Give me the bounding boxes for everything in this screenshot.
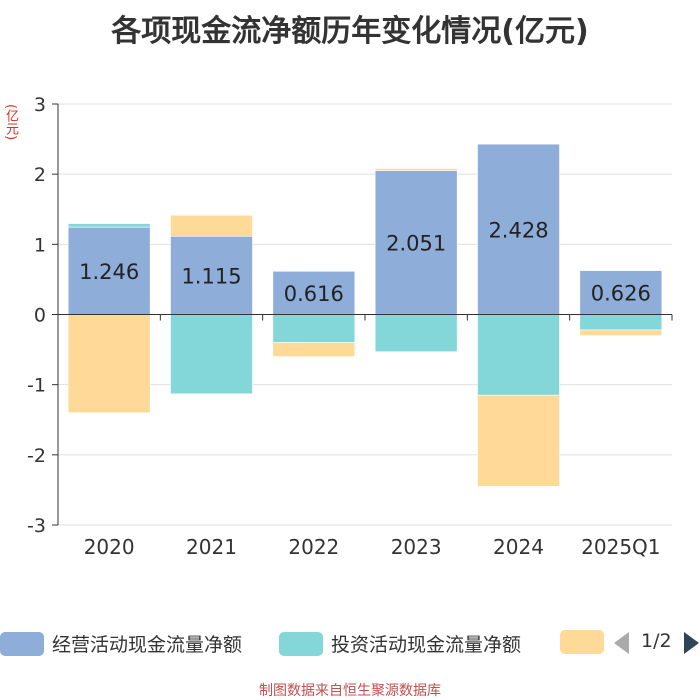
legend-swatch-investing [279, 631, 323, 656]
y-axis-unit: (亿元) [3, 104, 18, 141]
bar-2-2 [272, 342, 356, 357]
legend-item-operating[interactable]: 经营活动现金流量净额 [0, 630, 242, 657]
bar-2-1 [170, 214, 253, 237]
x-tick-label-0: 2020 [84, 535, 135, 559]
bar-1-5 [579, 314, 663, 331]
data-label-4: 2.428 [488, 218, 548, 242]
legend-label-operating: 经营活动现金流量净额 [52, 634, 243, 656]
legend-page-indicator: 1/2 [641, 630, 672, 652]
y-tick-label-4: -1 [27, 375, 46, 397]
legend-next-icon[interactable] [684, 632, 699, 654]
bar-0-3 [374, 170, 458, 315]
y-tick-label-2: 1 [34, 234, 46, 256]
x-tick-label-3: 2023 [391, 535, 442, 559]
legend-swatch-operating [0, 631, 44, 656]
bar-2-4 [477, 394, 560, 487]
legend-prev-icon[interactable] [614, 632, 629, 654]
legend: 经营活动现金流量净额 投资活动现金流量净额 [0, 626, 700, 660]
bar-2-5 [579, 329, 663, 336]
y-tick-label-5: -2 [27, 445, 46, 467]
bar-1-1 [170, 314, 253, 395]
bar-1-4 [477, 314, 560, 396]
data-label-3: 2.051 [386, 232, 446, 256]
bar-1-2 [272, 314, 356, 343]
x-tick-label-4: 2024 [493, 535, 544, 559]
data-label-5: 0.626 [591, 282, 651, 306]
y-tick-label-0: 3 [34, 94, 46, 116]
source-footer: 制图数据来自恒生聚源数据库 [259, 683, 441, 699]
bar-0-4 [477, 143, 560, 315]
chart-canvas: 3 2 1 0 -1 -2 -3 1.246 1.115 0.616 2.051 2.428 0.626… [27, 94, 673, 559]
bar-2-3 [374, 168, 458, 171]
x-tick-label-2: 2022 [288, 535, 339, 559]
bar-1-0 [67, 223, 151, 228]
legend-item-financing[interactable] [560, 630, 612, 654]
x-tick-label-1: 2021 [186, 535, 237, 559]
chart-title: 各项现金流净额历年变化情况(亿元) [111, 14, 589, 49]
bar-0-5 [579, 270, 663, 315]
legend-label-investing: 投资活动现金流量净额 [331, 634, 522, 656]
legend-pager: 1/2 [614, 630, 700, 656]
data-label-1: 1.115 [181, 264, 241, 288]
y-tick-label-3: 0 [34, 305, 46, 327]
data-label-2: 0.616 [284, 282, 344, 306]
y-tick-label-1: 2 [34, 164, 46, 186]
legend-swatch-financing [560, 630, 604, 654]
y-tick-label-6: -3 [27, 515, 46, 537]
bar-2-0 [67, 314, 151, 414]
legend-item-investing[interactable]: 投资活动现金流量净额 [279, 630, 521, 657]
x-tick-label-5: 2025Q1 [581, 535, 660, 559]
bar-1-3 [374, 314, 458, 352]
data-label-0: 1.246 [79, 260, 139, 284]
